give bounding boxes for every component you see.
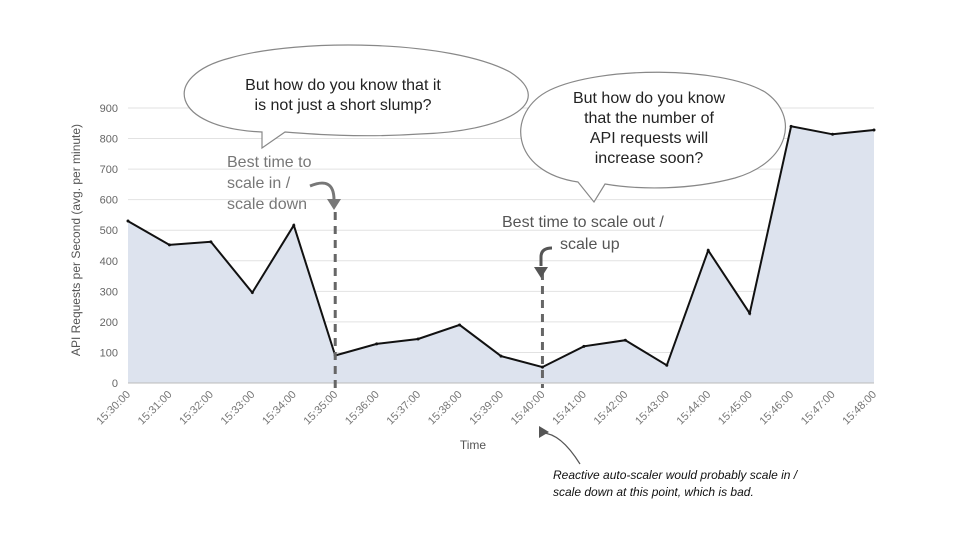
note-line: scale down at this point, which is bad. <box>553 485 754 499</box>
scale-in-arrowhead <box>327 199 341 210</box>
x-axis-ticks: 15:30:00 15:31:00 15:32:00 15:33:00 15:34:00… <box>94 389 879 428</box>
scale-out-annotation: Best time to scale out / scale up <box>502 214 664 253</box>
x-tick-label: 15:38:00 <box>426 389 465 428</box>
bubble-right-line: API requests will <box>590 130 708 147</box>
x-tick-label: 15:37:00 <box>384 389 423 428</box>
y-tick-label: 900 <box>100 103 118 115</box>
x-tick-label: 15:33:00 <box>219 389 258 428</box>
bubble-left-line: is not just a short slump? <box>255 97 432 114</box>
scale-out-line: scale up <box>560 236 620 253</box>
x-tick-label: 15:44:00 <box>675 389 714 428</box>
data-point <box>748 311 752 315</box>
x-axis-title: Time <box>460 438 487 452</box>
x-tick-label: 15:45:00 <box>716 389 755 428</box>
note-annotation: Reactive auto-scaler would probably scal… <box>553 468 799 499</box>
y-tick-label: 300 <box>100 286 118 298</box>
x-tick-label: 15:39:00 <box>467 389 506 428</box>
y-tick-label: 400 <box>100 256 118 268</box>
data-point <box>872 128 876 132</box>
data-point <box>665 363 669 367</box>
x-tick-label: 15:40:00 <box>509 389 548 428</box>
data-point <box>789 124 793 128</box>
x-tick-label: 15:32:00 <box>177 389 216 428</box>
series-points <box>126 124 876 369</box>
x-tick-label: 15:42:00 <box>592 389 631 428</box>
bubble-right-line: that the number of <box>584 110 714 127</box>
bubble-right-line: increase soon? <box>595 150 704 167</box>
bubble-left-line: But how do you know that it <box>245 77 441 94</box>
y-tick-label: 0 <box>112 378 118 390</box>
y-tick-label: 100 <box>100 347 118 359</box>
scale-out-line: Best time to scale out / <box>502 214 664 231</box>
data-point <box>209 240 213 244</box>
x-tick-label: 15:47:00 <box>799 389 838 428</box>
x-tick-label: 15:36:00 <box>343 389 382 428</box>
y-axis-ticks: 0 100 200 300 400 500 600 700 800 900 <box>100 103 118 390</box>
scale-in-arrow <box>309 181 336 201</box>
data-point <box>292 223 296 227</box>
speech-bubble-left <box>183 44 529 150</box>
note-arrow <box>540 432 581 465</box>
x-tick-label: 15:48:00 <box>840 389 879 428</box>
y-tick-label: 200 <box>100 317 118 329</box>
data-point <box>416 337 420 341</box>
x-tick-label: 15:30:00 <box>94 389 133 428</box>
x-tick-label: 15:35:00 <box>302 389 341 428</box>
data-point <box>499 354 503 358</box>
series-area <box>128 126 874 384</box>
note-line: Reactive auto-scaler would probably scal… <box>553 468 799 482</box>
y-tick-label: 600 <box>100 195 118 207</box>
data-point <box>831 132 835 136</box>
y-tick-label: 700 <box>100 164 118 176</box>
scale-in-line: scale in / <box>227 175 291 192</box>
data-point <box>126 219 130 223</box>
note-arrowhead <box>539 426 549 438</box>
speech-bubble-right-text: But how do you know that the number of A… <box>573 90 726 167</box>
scale-in-line: Best time to <box>227 154 312 171</box>
y-tick-label: 500 <box>100 225 118 237</box>
y-tick-label: 800 <box>100 134 118 146</box>
data-point <box>375 342 379 346</box>
data-point <box>167 243 171 247</box>
x-tick-label: 15:43:00 <box>633 389 672 428</box>
x-tick-label: 15:34:00 <box>260 389 299 428</box>
scale-out-arrowhead <box>534 267 548 278</box>
data-point <box>623 338 627 342</box>
data-point <box>540 365 544 369</box>
scale-in-line: scale down <box>227 196 307 213</box>
y-axis-title: API Requests per Second (avg. per minute… <box>69 124 83 356</box>
scale-out-arrow <box>539 246 553 266</box>
speech-bubble-right <box>520 71 787 204</box>
speech-bubble-left-text: But how do you know that it is not just … <box>245 77 441 114</box>
x-tick-label: 15:31:00 <box>136 389 175 428</box>
data-point <box>458 323 462 327</box>
data-point <box>582 344 586 348</box>
data-point <box>706 248 710 252</box>
data-point <box>250 291 254 295</box>
bubble-right-line: But how do you know <box>573 90 726 107</box>
x-tick-label: 15:41:00 <box>550 389 589 428</box>
scale-in-annotation: Best time to scale in / scale down <box>227 154 312 213</box>
x-tick-label: 15:46:00 <box>757 389 796 428</box>
